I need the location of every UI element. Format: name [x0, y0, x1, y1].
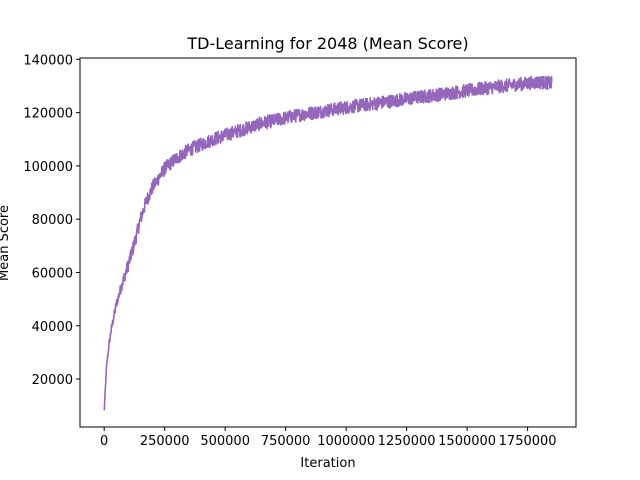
x-tick-label: 1250000 — [378, 434, 436, 449]
y-tick-label: 40000 — [32, 320, 73, 335]
y-tick-label: 100000 — [23, 160, 73, 175]
x-axis: 0 250000 500000 750000 1000000 1250000 1500000… — [100, 427, 557, 449]
x-tick-label: 1000000 — [317, 434, 375, 449]
x-tick-label: 0 — [100, 434, 108, 449]
x-tick-label: 750000 — [261, 434, 311, 449]
x-tick-label: 250000 — [140, 434, 190, 449]
y-tick-label: 80000 — [32, 213, 73, 228]
series-line — [103, 75, 553, 411]
series-layer — [103, 75, 553, 411]
plot-area-frame — [79, 57, 577, 428]
y-axis-label: Mean Score — [0, 205, 12, 281]
x-tick-label: 1750000 — [499, 434, 557, 449]
chart-title: TD-Learning for 2048 (Mean Score) — [186, 34, 468, 53]
y-tick-label: 20000 — [32, 373, 73, 388]
y-tick-label: 120000 — [23, 107, 73, 122]
y-tick-label: 60000 — [32, 266, 73, 281]
x-tick-label: 1500000 — [438, 434, 496, 449]
y-axis: 20000 40000 60000 80000 100000 120000 140000 — [23, 53, 80, 388]
x-tick-label: 500000 — [200, 434, 250, 449]
y-tick-label: 140000 — [23, 53, 73, 68]
x-axis-label: Iteration — [300, 456, 355, 471]
